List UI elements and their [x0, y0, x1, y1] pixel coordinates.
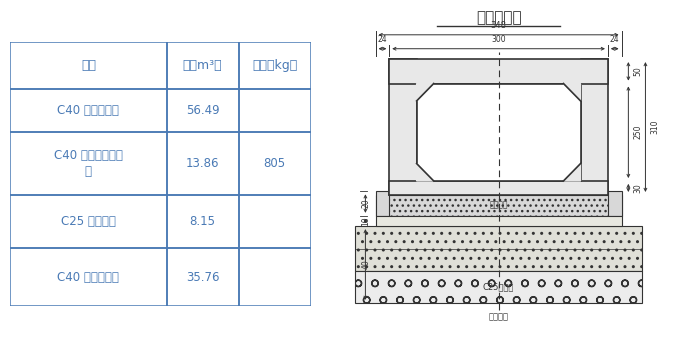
Bar — [389, 59, 608, 84]
Text: 40: 40 — [361, 260, 371, 269]
Bar — [10, 195, 167, 248]
Text: 24: 24 — [610, 34, 619, 44]
Text: C40 砼预制涵节: C40 砼预制涵节 — [57, 104, 120, 117]
Text: 35.76: 35.76 — [186, 271, 219, 284]
Text: C40 砼现浇箱涵底
板: C40 砼现浇箱涵底 板 — [54, 149, 123, 178]
Text: 50: 50 — [634, 66, 643, 76]
Bar — [376, 216, 622, 226]
Text: 805: 805 — [264, 157, 285, 170]
Bar — [376, 191, 389, 216]
Bar — [238, 195, 311, 248]
Polygon shape — [563, 84, 581, 101]
Text: 20×20: 20×20 — [546, 89, 572, 98]
Text: 56.49: 56.49 — [186, 104, 219, 117]
Text: 310: 310 — [650, 120, 660, 134]
Bar — [167, 132, 238, 195]
Bar — [167, 195, 238, 248]
Bar — [167, 89, 238, 132]
Bar — [389, 181, 608, 195]
Bar — [238, 89, 311, 132]
Bar — [355, 226, 642, 271]
Text: 8.15: 8.15 — [190, 215, 216, 228]
Text: 348: 348 — [490, 21, 507, 30]
Bar — [10, 42, 167, 89]
Text: 钢筋（kg）: 钢筋（kg） — [252, 59, 297, 72]
Polygon shape — [417, 84, 434, 101]
Polygon shape — [417, 164, 434, 181]
Text: 10: 10 — [361, 216, 371, 226]
Bar — [376, 195, 622, 216]
Text: C25 砼底基层: C25 砼底基层 — [61, 215, 116, 228]
Text: 20×20: 20×20 — [425, 166, 451, 175]
Text: 300: 300 — [491, 34, 506, 44]
Bar — [238, 248, 311, 306]
Polygon shape — [563, 164, 581, 181]
Text: 砼（m³）: 砼（m³） — [183, 59, 223, 72]
Bar — [10, 89, 167, 132]
Bar — [608, 191, 622, 216]
Text: 30: 30 — [634, 183, 643, 193]
Bar — [167, 248, 238, 306]
Bar — [238, 132, 311, 195]
Bar — [10, 132, 167, 195]
Text: 20: 20 — [361, 199, 371, 208]
Bar — [417, 84, 581, 181]
Text: 24: 24 — [378, 34, 387, 44]
Text: 13.86: 13.86 — [186, 157, 219, 170]
Text: 现浇底板: 现浇底板 — [489, 201, 508, 210]
Bar — [389, 59, 417, 195]
Bar — [238, 42, 311, 89]
Text: 涵身横断面: 涵身横断面 — [476, 10, 521, 25]
Text: 20×20: 20×20 — [546, 166, 572, 175]
Text: C25底基层: C25底基层 — [483, 283, 514, 292]
Bar — [355, 271, 642, 303]
Text: 250: 250 — [634, 125, 643, 140]
Text: 20×20: 20×20 — [425, 89, 451, 98]
Text: C40 预制八字墙: C40 预制八字墙 — [57, 271, 120, 284]
Bar — [581, 59, 608, 195]
Bar — [167, 42, 238, 89]
Text: 砂砾垫层: 砂砾垫层 — [488, 312, 509, 321]
Bar — [10, 248, 167, 306]
Text: 名称: 名称 — [81, 59, 96, 72]
